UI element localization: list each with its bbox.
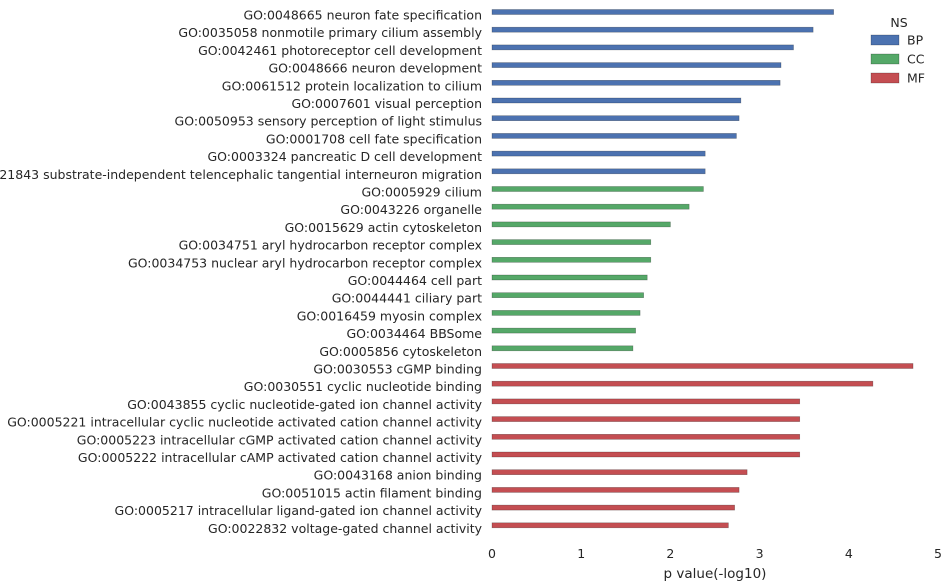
legend-swatch-mf: [870, 72, 900, 84]
x-axis-title: p value(-log10): [664, 566, 767, 582]
category-label: GO:0005221 intracellular cyclic nucleoti…: [7, 415, 482, 430]
category-label: GO:0005856 cytoskeleton: [319, 344, 482, 359]
legend-swatch-bp: [870, 34, 900, 46]
bar-cc: [491, 239, 652, 245]
legend-title: NS: [890, 15, 907, 30]
x-tick-label: 0: [488, 546, 496, 561]
category-label: GO:0048666 neuron development: [268, 61, 482, 76]
category-label: GO:0003324 pancreatic D cell development: [207, 149, 482, 164]
legend-label-mf: MF: [907, 71, 925, 86]
category-label: GO:0050953 sensory perception of light s…: [175, 114, 482, 129]
bar-cc: [491, 292, 644, 299]
category-labels: GO:0048665 neuron fate specification GO:0…: [0, 8, 483, 536]
bar-cc: [491, 345, 634, 352]
x-axis-ticks: 0 1 2 3 4 5: [488, 546, 942, 561]
bar-bp: [491, 26, 814, 33]
category-label: GO:0043226 organelle: [340, 202, 482, 217]
category-label: GO:0042461 photoreceptor cell developmen…: [198, 43, 482, 58]
bar-cc: [491, 186, 704, 192]
category-label: GO:0035058 nonmotile primary cilium asse…: [178, 25, 482, 40]
category-label: GO:0030551 cyclic nucleotide binding: [244, 379, 482, 394]
category-label: GO:0034753 nuclear aryl hydrocarbon rece…: [128, 255, 482, 270]
bar-cc: [491, 203, 690, 210]
category-label: GO:0034751 aryl hydrocarbon receptor com…: [179, 238, 482, 253]
bar-cc: [491, 310, 641, 316]
category-label: GO:0022832 voltage-gated channel activit…: [208, 521, 483, 536]
bar-mf: [491, 416, 801, 422]
category-label: GO:0043168 anion binding: [314, 468, 482, 483]
category-label: GO:0007601 visual perception: [291, 96, 482, 111]
x-tick-label: 1: [577, 546, 585, 561]
legend-swatch-cc: [870, 53, 900, 65]
category-label: GO:0015629 actin cytoskeleton: [285, 220, 482, 235]
legend-label-cc: CC: [907, 52, 925, 67]
legend: NS BP CC MF: [870, 15, 925, 86]
bar-mf: [491, 522, 729, 529]
bar-bp: [491, 80, 781, 86]
category-label: GO:0044441 ciliary part: [332, 291, 482, 306]
x-tick-label: 3: [756, 546, 764, 561]
category-label: GO:0005929 cilium: [361, 185, 482, 200]
category-label: GO:0048665 neuron fate specification: [243, 8, 482, 23]
category-label: GO:0005222 intracellular cAMP activated …: [78, 450, 483, 465]
legend-label-bp: BP: [907, 33, 924, 48]
x-tick-label: 5: [934, 546, 942, 561]
category-label: GO:0005217 intracellular ligand-gated io…: [115, 503, 483, 518]
bar-bp: [491, 168, 706, 175]
bar-mf: [491, 380, 874, 387]
category-label: GO:0030553 cGMP binding: [313, 362, 482, 377]
category-label: GO:0051015 actin filament binding: [262, 485, 482, 500]
bar-mf: [491, 363, 914, 369]
x-tick-label: 2: [666, 546, 674, 561]
bar-mf: [491, 451, 801, 458]
bar-cc: [491, 256, 652, 263]
bar-bp: [491, 62, 782, 68]
category-label: GO:0005223 intracellular cGMP activated …: [77, 432, 483, 447]
bar-mf: [491, 433, 801, 440]
category-label: GO:0034464 BBSome: [346, 326, 482, 341]
bar-cc: [491, 274, 648, 281]
bar-mf: [491, 398, 801, 405]
bar-cc: [491, 327, 636, 334]
bar-bp: [491, 133, 737, 139]
bar-bp: [491, 44, 794, 51]
bar-mf: [491, 469, 748, 476]
category-label: GO:0061512 protein localization to ciliu…: [222, 78, 482, 93]
bar-bp: [491, 115, 740, 121]
category-label: GO:0043855 cyclic nucleotide-gated ion c…: [127, 397, 482, 412]
bar-bp: [491, 9, 834, 15]
bar-cc: [491, 221, 671, 228]
category-label: GO:0001708 cell fate specification: [266, 131, 482, 146]
bars-group: [491, 9, 914, 529]
category-label: GO:0016459 myosin complex: [297, 308, 482, 323]
category-label: GO:0044464 cell part: [348, 273, 482, 288]
bar-mf: [491, 504, 735, 511]
x-tick-label: 4: [845, 546, 853, 561]
bar-bp: [491, 150, 706, 157]
category-label: GO:0021843 substrate-independent telence…: [0, 167, 482, 182]
bar-bp: [491, 97, 742, 104]
bar-mf: [491, 487, 740, 493]
